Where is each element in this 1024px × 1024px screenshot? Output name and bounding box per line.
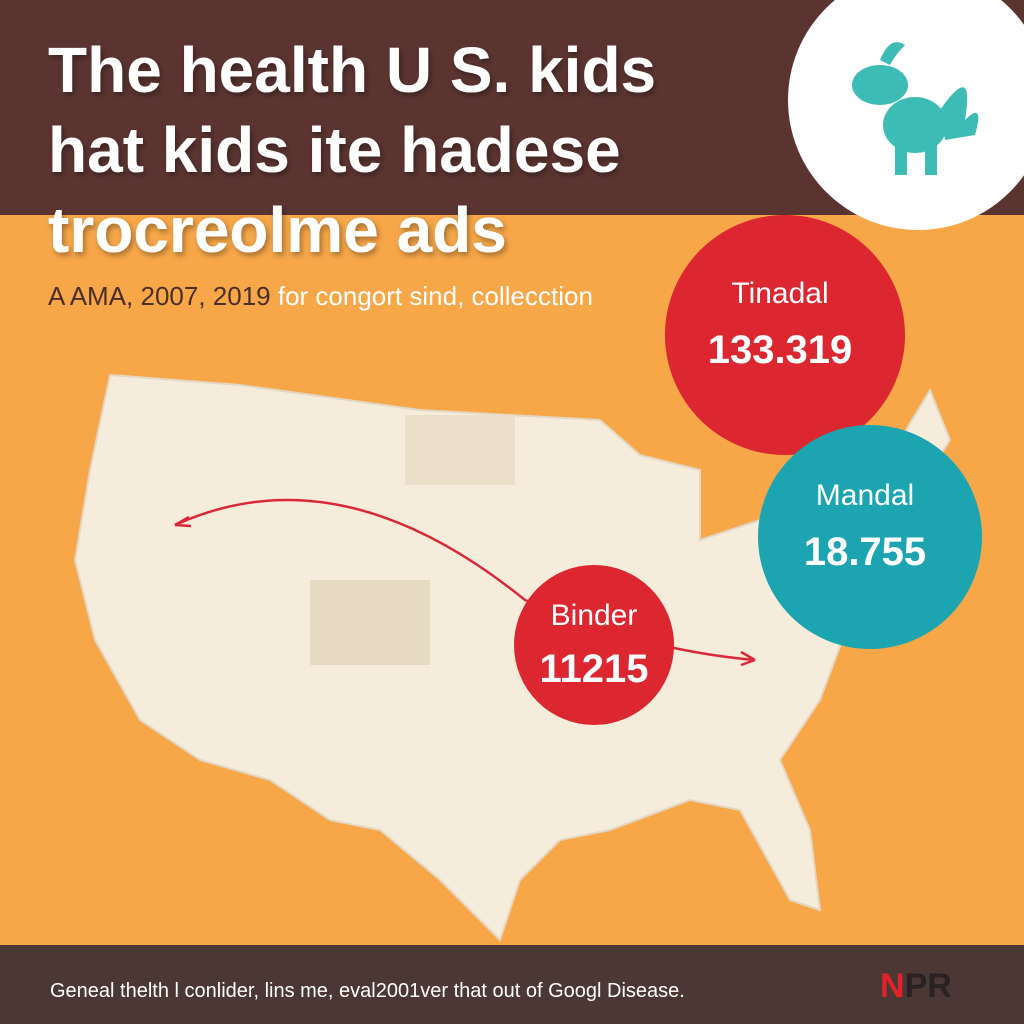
title-line: The health U S. kids (48, 34, 656, 106)
subtitle-note: for congort sind, collecction (278, 281, 593, 311)
us-map (73, 373, 952, 942)
bubble (514, 565, 674, 725)
bubble-label: Mandal (816, 479, 914, 512)
subtitle-source: A AMA, 2007, 2019 (48, 281, 271, 311)
map-state (405, 415, 515, 485)
bubble-value: 11215 (539, 647, 648, 691)
footer-text: Geneal thelth l conlider, lins me, eval2… (50, 980, 685, 1002)
bubble (758, 425, 982, 649)
logo-part: PR (905, 967, 952, 1005)
footer-band (0, 945, 1024, 1024)
subtitle: A AMA, 2007, 2019 for congort sind, coll… (48, 281, 593, 311)
bubble-value: 18.755 (804, 530, 926, 574)
logo-part: N (880, 967, 905, 1005)
bubble-label: Binder (551, 599, 638, 632)
bubble-value: 133.319 (708, 328, 853, 372)
arrow-head (174, 515, 756, 667)
logo: NPR (880, 967, 952, 1005)
title-line: trocreolme ads (48, 194, 507, 266)
mascot-icon (852, 42, 979, 175)
bubble (665, 215, 905, 455)
bubble-label: Tinadal (731, 277, 828, 310)
map-state (310, 580, 430, 665)
title-line: hat kids ite hadese (48, 114, 621, 186)
